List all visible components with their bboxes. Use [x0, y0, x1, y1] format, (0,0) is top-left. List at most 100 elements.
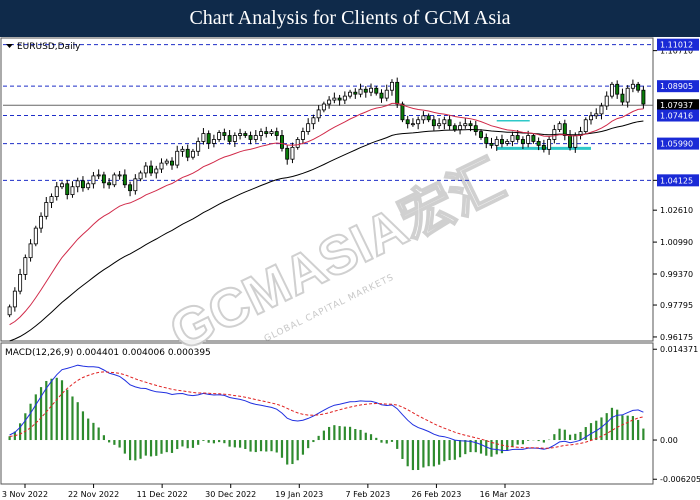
candle-body-18	[101, 174, 106, 184]
candle-body-52	[280, 135, 284, 149]
dropdown-triangle-icon[interactable]	[6, 44, 13, 48]
level-label-5: 1.04125	[660, 176, 693, 185]
candle-body-92	[489, 143, 494, 146]
candle-body-24	[133, 178, 138, 192]
candle-body-3	[23, 257, 28, 275]
candle-body-14	[80, 180, 85, 189]
price-tick-label-0: 1.10710	[660, 47, 693, 56]
candle-body-84	[447, 119, 452, 127]
candle-body-11	[65, 183, 70, 196]
candle-body-108	[573, 135, 578, 148]
date-label-5: 7 Feb 2023	[346, 490, 391, 499]
price-tick-label-5: 0.97795	[660, 301, 693, 310]
candle-body-23	[128, 184, 133, 192]
candle-body-111	[589, 115, 593, 121]
candle-body-22	[122, 174, 127, 186]
slow-ma-line	[9, 120, 644, 342]
candle-body-9	[54, 186, 59, 197]
candle-body-40	[217, 132, 222, 140]
date-label-4: 19 Jan 2023	[275, 490, 323, 499]
candle-body-29	[159, 162, 164, 170]
candle-body-99	[526, 135, 531, 144]
macd-tick-label-1: 0.00	[660, 436, 678, 445]
candle-body-62	[332, 97, 337, 101]
candle-body-71	[379, 92, 384, 99]
candle-body-19	[107, 182, 112, 186]
candle-body-6	[39, 215, 44, 229]
price-panel-frame	[0, 37, 654, 342]
candle-body-82	[437, 123, 442, 127]
candle-body-66	[353, 91, 358, 95]
candle-body-36	[196, 141, 201, 152]
macd-signal-line	[9, 371, 644, 449]
date-label-6: 26 Feb 2023	[412, 490, 462, 499]
candle-body-49	[264, 131, 269, 134]
candle-body-121	[641, 89, 646, 105]
candle-body-4	[28, 243, 33, 259]
candle-body-53	[285, 147, 290, 160]
macd-indicator	[8, 364, 645, 471]
level-label-3: 1.07416	[660, 112, 693, 121]
candle-body-65	[348, 91, 353, 97]
candle-body-45	[243, 133, 248, 136]
candle-body-61	[327, 99, 332, 105]
candle-body-112	[594, 113, 599, 117]
candle-body-48	[259, 131, 263, 136]
candlesticks	[7, 77, 646, 318]
candle-body-21	[117, 174, 122, 177]
date-label-1: 22 Nov 2022	[68, 490, 119, 499]
candle-body-63	[337, 97, 342, 101]
candle-body-96	[510, 135, 515, 142]
candle-body-98	[520, 139, 525, 144]
chart-background	[0, 37, 700, 500]
level-label-box-3	[657, 109, 699, 122]
candle-body-32	[175, 150, 180, 166]
price-tick-label-6: 0.96175	[660, 333, 693, 342]
symbol-label: EURUSD,Daily	[17, 42, 81, 52]
candle-body-46	[248, 135, 253, 140]
candle-body-74	[395, 81, 400, 105]
level-label-0: 1.11012	[660, 41, 693, 50]
candle-body-79	[421, 115, 426, 121]
price-tick-label-3: 1.00990	[660, 238, 693, 247]
candle-body-105	[557, 123, 562, 131]
candle-body-37	[201, 133, 206, 142]
candle-body-31	[170, 160, 174, 166]
candle-body-64	[342, 95, 347, 101]
candle-body-86	[458, 125, 463, 131]
candle-body-113	[599, 105, 604, 115]
candle-body-115	[609, 83, 614, 97]
level-label-1: 1.08905	[660, 82, 693, 91]
candle-body-77	[410, 123, 415, 126]
candle-body-33	[180, 148, 185, 152]
candle-body-25	[138, 172, 143, 180]
candle-body-17	[96, 174, 101, 177]
candle-body-43	[232, 135, 237, 142]
candle-body-118	[625, 87, 630, 103]
candle-body-81	[431, 119, 436, 127]
candle-body-12	[70, 186, 75, 196]
candle-body-67	[358, 88, 363, 95]
candle-body-13	[75, 180, 80, 188]
page-title: Chart Analysis for Clients of GCM Asia	[0, 0, 700, 37]
candle-body-75	[400, 103, 405, 121]
level-label-2: 1.07937	[660, 101, 693, 110]
candle-body-69	[369, 87, 373, 93]
candle-body-103	[547, 139, 552, 150]
candle-body-73	[389, 81, 394, 91]
candle-body-76	[405, 119, 410, 125]
candle-body-91	[484, 137, 489, 144]
candle-body-58	[311, 117, 316, 125]
candle-body-7	[44, 202, 49, 217]
macd-tick-label-0: 0.014371	[660, 345, 698, 354]
level-label-box-2	[657, 99, 699, 112]
candle-body-51	[274, 131, 279, 136]
candle-body-85	[452, 125, 457, 131]
macd-label: MACD(12,26,9) 0.004401 0.004006 0.000395	[5, 348, 211, 358]
macd-tick-label-2: -0.006205	[660, 475, 700, 484]
candle-body-110	[583, 119, 588, 132]
candle-body-56	[300, 131, 305, 140]
candle-body-5	[33, 227, 38, 245]
level-label-box-5	[657, 174, 699, 187]
candle-body-42	[227, 135, 232, 142]
